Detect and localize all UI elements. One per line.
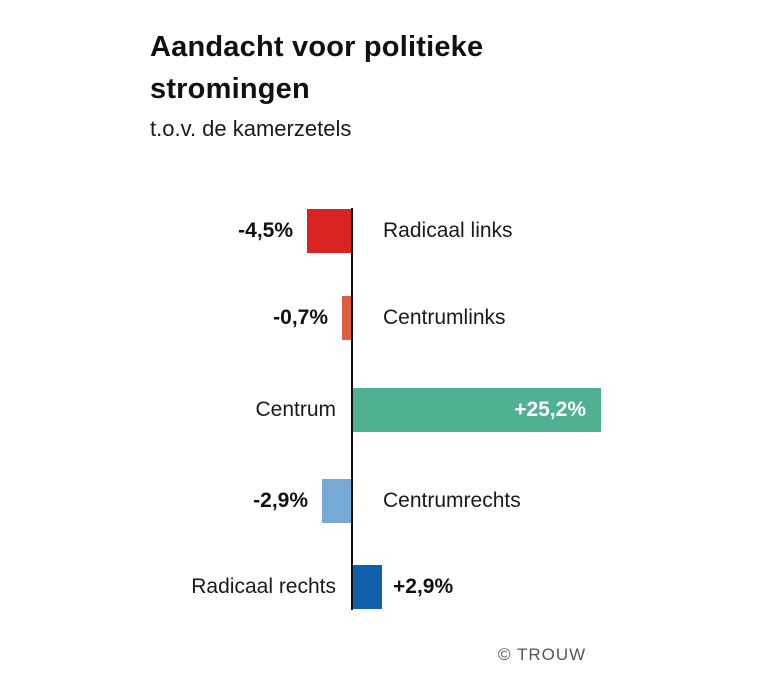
chart-subtitle: t.o.v. de kamerzetels [150,116,352,141]
value-label-radicaal-rechts: +2,9% [393,575,454,598]
category-label-centrum: Centrum [255,398,336,421]
chart-title-line-2: stromingen [150,73,310,105]
value-label-radicaal-links: -4,5% [238,219,293,242]
value-label-centrumlinks: -0,7% [273,306,328,329]
bar-radicaal-rechts [353,565,382,609]
bar-centrumlinks [342,296,351,340]
bar-centrumrechts [322,479,351,523]
category-label-centrumlinks: Centrumlinks [383,306,506,329]
category-label-radicaal-links: Radicaal links [383,219,513,242]
category-label-centrumrechts: Centrumrechts [383,489,521,512]
value-label-centrumrechts: -2,9% [253,489,308,512]
bar-radicaal-links [307,209,351,253]
value-label-centrum: +25,2% [514,398,586,421]
chart-title-line-1: Aandacht voor politieke [150,31,484,63]
category-label-radicaal-rechts: Radicaal rechts [191,575,336,598]
bar-centrum [353,388,601,432]
zero-baseline-axis [351,208,353,610]
source-credit: © TROUW [498,645,587,664]
title-block: Aandacht voor politieke stromingen t.o.v… [150,26,483,143]
